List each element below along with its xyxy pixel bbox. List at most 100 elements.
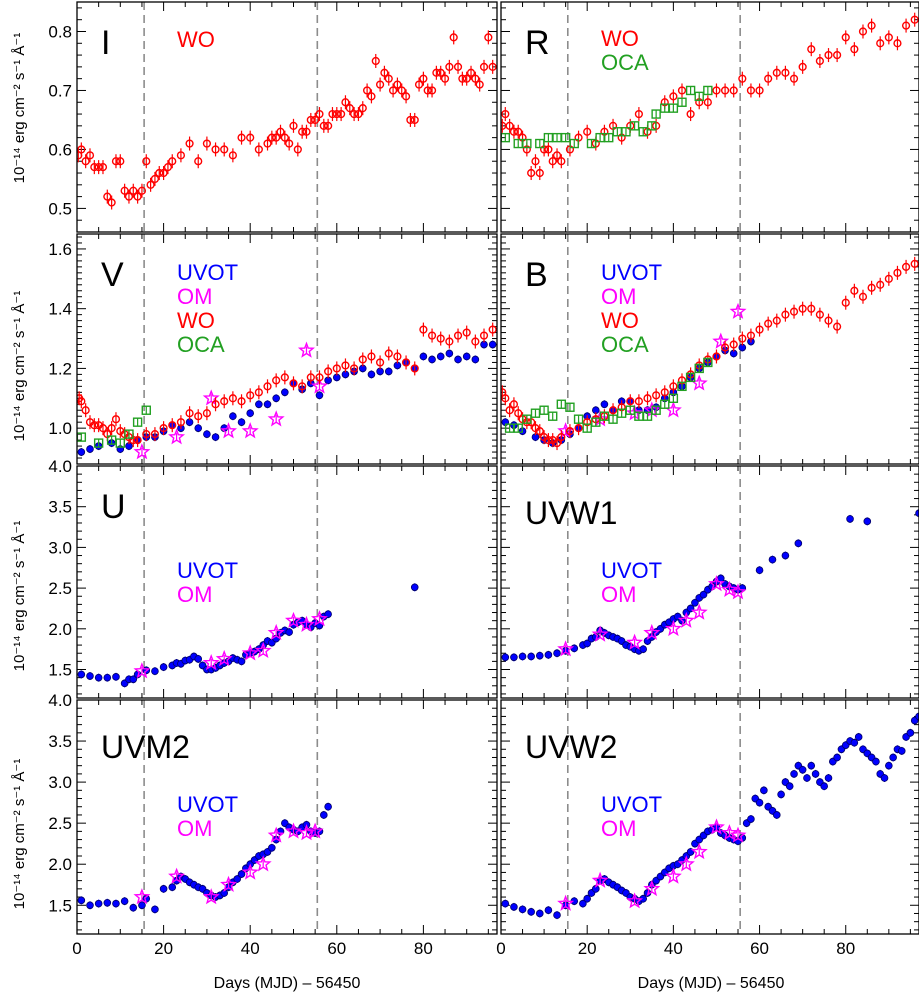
- point-om: [254, 641, 272, 658]
- point-uvot: [553, 911, 561, 919]
- x-axis-label-left: Days (MJD) – 56450: [214, 975, 361, 992]
- point-wo: [738, 334, 747, 343]
- point-wo: [729, 86, 738, 95]
- point-oca: [132, 417, 143, 427]
- point-uvot: [194, 655, 203, 663]
- point-wo: [237, 133, 246, 142]
- point-wo: [142, 157, 151, 166]
- legend-wo: WO: [601, 26, 639, 51]
- point-wo: [155, 168, 164, 178]
- point-wo: [462, 74, 471, 83]
- point-om: [729, 826, 747, 843]
- point-wo: [436, 68, 445, 77]
- point-wo: [315, 109, 324, 119]
- y-tick-label: 1.0: [48, 419, 72, 438]
- point-wo: [462, 328, 471, 337]
- point-wo: [440, 74, 450, 83]
- point-wo: [901, 21, 911, 30]
- point-wo: [129, 186, 138, 195]
- point-wo: [388, 86, 398, 95]
- point-uvot: [315, 391, 324, 400]
- point-wo: [341, 361, 350, 370]
- x-tick-label: 60: [327, 939, 346, 958]
- point-wo: [479, 331, 489, 340]
- point-wo: [81, 406, 90, 415]
- point-uvot: [833, 753, 841, 762]
- point-wo: [850, 45, 859, 54]
- point-wo: [401, 92, 411, 101]
- point-wo: [436, 334, 445, 343]
- point-oca: [569, 138, 579, 149]
- point-wo: [410, 115, 419, 125]
- point-oca: [535, 138, 545, 149]
- point-uvot: [428, 355, 436, 364]
- point-wo: [315, 373, 324, 382]
- point-uvot: [237, 418, 246, 426]
- point-wo: [565, 427, 575, 436]
- point-wo: [850, 286, 859, 295]
- point-om: [557, 640, 575, 657]
- data-points: [77, 30, 497, 210]
- point-wo: [410, 364, 419, 373]
- point-wo: [764, 74, 773, 83]
- point-wo: [137, 186, 147, 195]
- legend-wo: WO: [177, 27, 215, 52]
- point-wo: [772, 68, 781, 77]
- point-wo: [815, 56, 824, 66]
- point-wo: [375, 358, 385, 367]
- point-wo: [552, 438, 562, 448]
- y-tick-label: 1.5: [48, 896, 72, 915]
- point-wo: [669, 382, 678, 391]
- point-wo: [211, 400, 220, 409]
- point-oca: [685, 85, 696, 96]
- legend-uvot: UVOT: [601, 792, 662, 817]
- point-uvot: [159, 663, 168, 671]
- point-wo: [867, 283, 876, 292]
- point-wo: [458, 74, 467, 83]
- point-uvot: [755, 566, 764, 574]
- point-om: [202, 654, 220, 671]
- point-oca: [703, 357, 713, 368]
- point-wo: [841, 298, 850, 307]
- point-uvot: [527, 908, 535, 916]
- point-uvot: [772, 811, 781, 819]
- point-oca: [141, 405, 151, 415]
- point-wo: [90, 421, 99, 430]
- point-wo: [263, 139, 272, 148]
- point-wo: [163, 163, 173, 172]
- point-wo: [798, 304, 807, 313]
- point-uvot: [544, 906, 553, 914]
- point-oca: [548, 411, 558, 421]
- point-wo: [501, 394, 510, 403]
- point-oca: [565, 402, 575, 412]
- point-om: [557, 894, 575, 911]
- point-uvot: [151, 905, 159, 914]
- point-wo: [427, 331, 437, 340]
- y-tick-label: 1.6: [48, 240, 72, 259]
- legend-wo: WO: [177, 308, 215, 333]
- point-wo: [371, 56, 380, 66]
- point-wo: [712, 86, 721, 95]
- point-wo: [746, 331, 756, 340]
- point-om: [241, 644, 259, 661]
- point-uvot: [781, 551, 790, 560]
- point-oca: [677, 381, 687, 392]
- panel-frame: [500, 233, 919, 465]
- point-om: [729, 583, 747, 600]
- y-tick-label: 2.0: [48, 620, 72, 639]
- legend-uvot: UVOT: [177, 792, 238, 817]
- point-om: [267, 410, 285, 427]
- point-uvot: [501, 653, 510, 662]
- point-oca: [625, 405, 635, 415]
- point-wo: [393, 80, 402, 89]
- point-wo: [393, 352, 402, 361]
- point-wo: [876, 280, 885, 289]
- point-wo: [660, 388, 669, 397]
- point-wo: [228, 394, 237, 403]
- panel-frame: [76, 1, 498, 233]
- point-wo: [527, 168, 536, 178]
- point-uvot: [229, 412, 237, 421]
- point-wo: [427, 86, 437, 95]
- point-wo: [263, 382, 272, 391]
- point-wo: [583, 127, 592, 136]
